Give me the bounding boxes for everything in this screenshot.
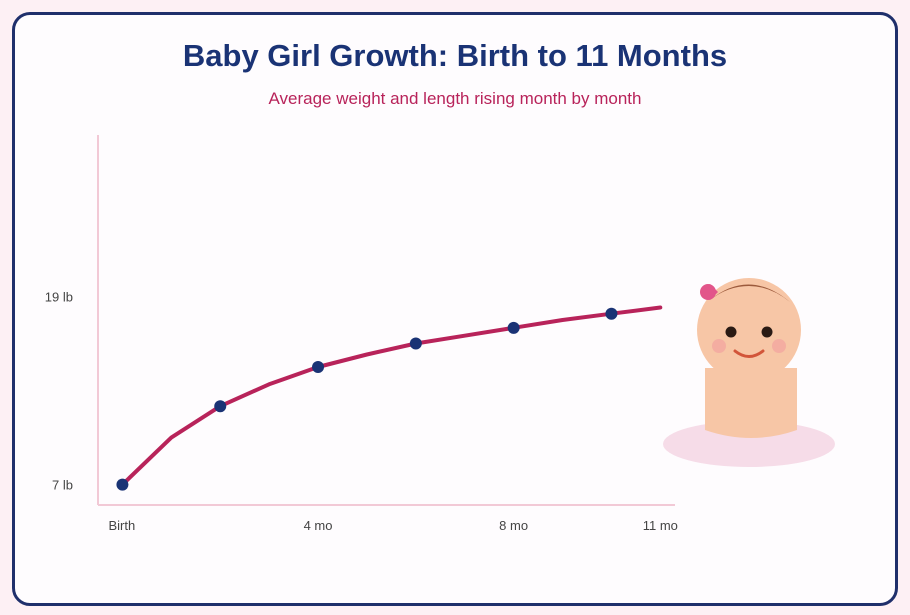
x-tick-label: 4 mo bbox=[304, 518, 333, 533]
x-tick-label: 11 mo bbox=[643, 518, 678, 533]
x-tick-label: Birth bbox=[108, 518, 135, 533]
weight-line bbox=[120, 305, 663, 487]
data-point bbox=[605, 307, 618, 320]
data-point bbox=[116, 478, 129, 491]
data-point bbox=[312, 361, 325, 374]
data-point bbox=[214, 400, 227, 413]
chart-subtitle: Average weight and length rising month b… bbox=[268, 89, 642, 108]
y-tick-label: 7 lb bbox=[52, 478, 73, 493]
baby-girl-icon bbox=[663, 278, 835, 467]
data-points bbox=[116, 307, 618, 491]
data-point bbox=[507, 321, 520, 334]
data-point bbox=[409, 337, 422, 350]
chart-axes bbox=[97, 135, 675, 506]
tick-labels: 7 lb 19 lb Birth 4 mo 8 mo 11 mo bbox=[45, 289, 678, 533]
x-tick-label: 8 mo bbox=[499, 518, 528, 533]
chart-title: Baby Girl Growth: Birth to 11 Months bbox=[182, 38, 728, 73]
y-tick-label: 19 lb bbox=[45, 289, 73, 304]
